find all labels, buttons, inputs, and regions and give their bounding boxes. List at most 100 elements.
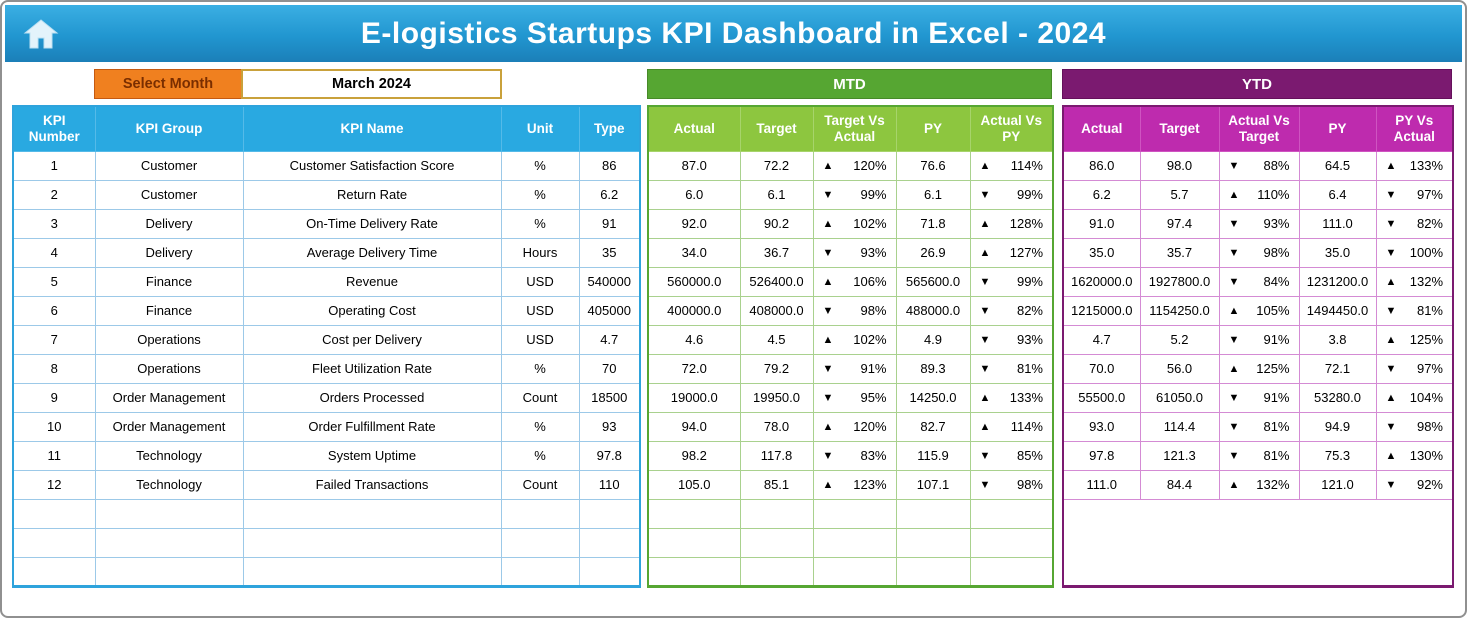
ytd-actual-cell: 55500.0 (1062, 382, 1141, 413)
percent-value: 88% (1263, 158, 1290, 173)
up-arrow-icon: ▲ (822, 333, 834, 346)
unit-header: Unit (500, 105, 580, 152)
percent-value: 98% (1016, 477, 1043, 492)
mtd-py-header: PY (895, 105, 971, 152)
empty-cell (647, 527, 741, 558)
percent-value: 98% (1416, 419, 1443, 434)
ytd-target-cell: 114.4 (1139, 411, 1220, 442)
type-cell: 405000 (578, 295, 641, 326)
table-row: 6.0 6.1 ▼ 99% 6.1 ▼ 99% (647, 179, 1054, 210)
mtd-py-cell: 76.6 (895, 150, 971, 181)
percent-value: 99% (860, 187, 887, 202)
ytd-actual-cell: 86.0 (1062, 150, 1141, 181)
ytd-py-cell: 1494450.0 (1298, 295, 1377, 326)
unit-cell: % (500, 208, 580, 239)
mtd-target-vs-actual-cell: ▲ 102% (812, 324, 897, 355)
unit-cell: USD (500, 324, 580, 355)
mtd-actual-cell: 4.6 (647, 324, 741, 355)
type-cell: 70 (578, 353, 641, 384)
ytd-actual-vs-target-cell: ▼ 98% (1218, 237, 1300, 268)
mtd-py-cell: 82.7 (895, 411, 971, 442)
table-row: 72.0 79.2 ▼ 91% 89.3 ▼ 81% (647, 353, 1054, 384)
mtd-actual-cell: 6.0 (647, 179, 741, 210)
ytd-actual-cell: 111.0 (1062, 469, 1141, 500)
percent-value: 97% (1416, 187, 1443, 202)
ytd-py-vs-actual-cell: ▲ 130% (1375, 440, 1454, 471)
month-dropdown[interactable]: March 2024 (241, 69, 502, 99)
ytd-py-cell: 1231200.0 (1298, 266, 1377, 297)
up-arrow-icon: ▲ (822, 275, 834, 288)
kpi-number-cell: 12 (12, 469, 96, 500)
kpi-name-cell: Operating Cost (242, 295, 502, 326)
empty-cell (1299, 499, 1376, 528)
mtd-actual-cell: 72.0 (647, 353, 741, 384)
kpi-name-cell: Return Rate (242, 179, 502, 210)
ytd-actual-vs-target-cell: ▼ 84% (1218, 266, 1300, 297)
mtd-actual-vs-py-cell: ▼ 81% (969, 353, 1054, 384)
down-arrow-icon: ▼ (822, 391, 834, 404)
table-row: 19000.0 19950.0 ▼ 95% 14250.0 ▲ 133% (647, 382, 1054, 413)
ytd-actual-cell: 70.0 (1062, 353, 1141, 384)
down-arrow-icon: ▼ (1385, 362, 1397, 375)
kpi-number-cell: 6 (12, 295, 96, 326)
type-cell: 93 (578, 411, 641, 442)
mtd-target-cell: 85.1 (739, 469, 814, 500)
up-arrow-icon: ▲ (822, 478, 834, 491)
type-header: Type (578, 105, 641, 152)
ytd-actual-header: Actual (1062, 105, 1141, 152)
percent-value: 83% (860, 448, 887, 463)
type-cell: 540000 (578, 266, 641, 297)
up-arrow-icon: ▲ (979, 159, 991, 172)
kpi-name-cell: System Uptime (242, 440, 502, 471)
table-row: 9 Order Management Orders Processed Count 18… (12, 382, 641, 413)
up-arrow-icon: ▲ (979, 217, 991, 230)
up-arrow-icon: ▲ (1385, 391, 1397, 404)
kpi-number-cell: 9 (12, 382, 96, 413)
mtd-actual-vs-py-cell: ▲ 133% (969, 382, 1054, 413)
down-arrow-icon: ▼ (979, 362, 991, 375)
empty-cell (12, 527, 96, 558)
percent-value: 81% (1263, 448, 1290, 463)
ytd-header-row: Actual Target Actual Vs Target PY PY Vs … (1062, 105, 1454, 152)
mtd-actual-vs-py-cell: ▲ 114% (969, 150, 1054, 181)
kpi-header-row: KPI Number KPI Group KPI Name Unit Type (12, 105, 641, 152)
up-arrow-icon: ▲ (1385, 333, 1397, 346)
table-row: 4 Delivery Average Delivery Time Hours 35 (12, 237, 641, 268)
percent-value: 93% (860, 245, 887, 260)
mtd-actual-cell: 87.0 (647, 150, 741, 181)
kpi-group-cell: Technology (94, 469, 244, 500)
percent-value: 81% (1016, 361, 1043, 376)
percent-value: 120% (853, 158, 887, 173)
mtd-target-cell: 19950.0 (739, 382, 814, 413)
up-arrow-icon: ▲ (1228, 478, 1240, 491)
ytd-actual-vs-target-cell: ▼ 81% (1218, 411, 1300, 442)
ytd-actual-vs-target-cell: ▼ 88% (1218, 150, 1300, 181)
ytd-actual-cell: 6.2 (1062, 179, 1141, 210)
kpi-number-cell: 2 (12, 179, 96, 210)
down-arrow-icon: ▼ (822, 449, 834, 462)
unit-cell: % (500, 440, 580, 471)
kpi-name-cell: Cost per Delivery (242, 324, 502, 355)
empty-cell (94, 527, 244, 558)
percent-value: 130% (1409, 448, 1443, 463)
table-row: 92.0 90.2 ▲ 102% 71.8 ▲ 128% (647, 208, 1054, 239)
mtd-target-cell: 72.2 (739, 150, 814, 181)
down-arrow-icon: ▼ (1228, 246, 1240, 259)
percent-value: 123% (853, 477, 887, 492)
percent-value: 82% (1016, 303, 1043, 318)
empty-cell (895, 556, 971, 587)
mtd-py-cell: 71.8 (895, 208, 971, 239)
mtd-py-cell: 89.3 (895, 353, 971, 384)
ytd-target-cell: 61050.0 (1139, 382, 1220, 413)
empty-cell (1219, 499, 1299, 528)
ytd-title-bar: YTD (1062, 69, 1452, 99)
mtd-py-cell: 565600.0 (895, 266, 971, 297)
home-icon[interactable] (21, 16, 61, 52)
unit-cell: Count (500, 469, 580, 500)
ytd-py-vs-actual-cell: ▲ 125% (1375, 324, 1454, 355)
percent-value: 81% (1416, 303, 1443, 318)
table-row: 4.6 4.5 ▲ 102% 4.9 ▼ 93% (647, 324, 1054, 355)
down-arrow-icon: ▼ (979, 304, 991, 317)
unit-cell: Count (500, 382, 580, 413)
